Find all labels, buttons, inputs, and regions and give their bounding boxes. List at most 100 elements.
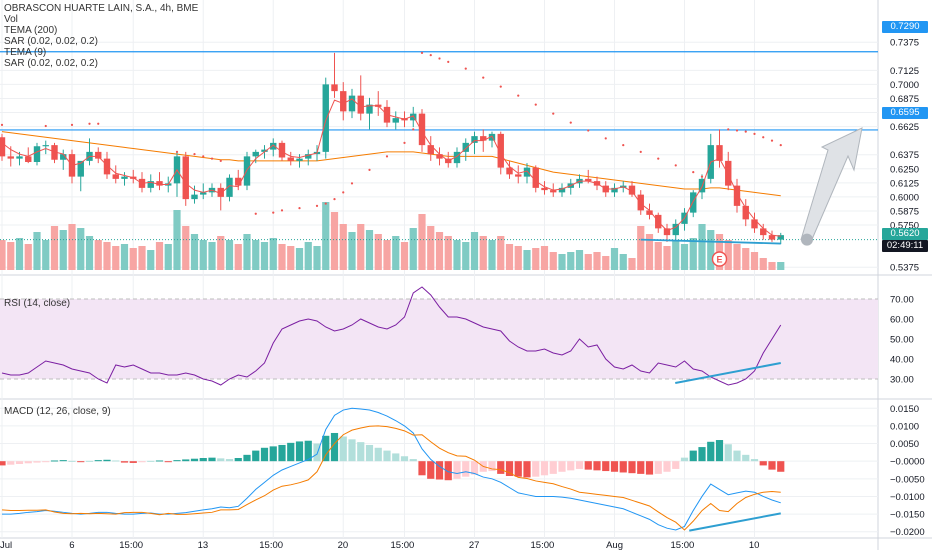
legend-macd[interactable]: MACD (12, 26, close, 9) <box>4 406 111 417</box>
sar-dot <box>692 171 695 174</box>
macd-histogram-bar <box>435 461 444 480</box>
sar-dot <box>412 128 415 131</box>
volume-bar <box>322 202 330 270</box>
rsi-tick-label: 30.00 <box>890 375 914 386</box>
rsi-tick-label: 50.00 <box>890 335 914 346</box>
sar-dot <box>700 175 704 178</box>
sar-dot <box>385 155 389 158</box>
price-tick-label: 0.7375 <box>890 38 919 49</box>
price-tick-label: 0.6625 <box>890 122 919 133</box>
sar-dot <box>298 207 301 210</box>
macd-tick-label: 0.0100 <box>890 421 919 432</box>
sar-dot <box>447 60 450 63</box>
macd-histogram-bar <box>252 450 260 462</box>
candle-body <box>480 136 487 141</box>
time-tick-label: 15:00 <box>119 540 143 550</box>
legend-volume[interactable]: Vol <box>4 14 18 25</box>
legend-sar-2[interactable]: SAR (0.02, 0.02, 0.2) <box>4 58 98 69</box>
sar-dot <box>350 182 354 185</box>
macd-histogram-bar <box>15 461 24 465</box>
macd-histogram-bar <box>453 461 461 479</box>
volume-bar <box>260 242 269 270</box>
sar-dot <box>727 128 730 131</box>
volume-bar <box>497 236 505 270</box>
candle-body <box>340 91 347 112</box>
volume-bar <box>103 242 111 270</box>
volume-bar <box>94 240 102 270</box>
volume-bar <box>418 214 426 270</box>
volume-bar <box>470 232 479 270</box>
sar-dot <box>219 159 222 162</box>
volume-bar <box>733 244 741 270</box>
sar-dot <box>88 122 91 125</box>
volume-bar <box>383 240 391 270</box>
volume-bar <box>365 230 374 270</box>
macd-histogram-bar <box>514 461 522 477</box>
macd-tick-label: −0.0100 <box>890 492 925 503</box>
volume-bar <box>742 248 750 270</box>
price-tick-label: 0.6375 <box>890 150 919 161</box>
sar-dot <box>438 57 441 60</box>
legend-rsi[interactable]: RSI (14, close) <box>4 298 71 309</box>
candle-body <box>348 95 356 112</box>
macd-histogram-bar <box>549 461 557 474</box>
price-tick-label: 0.7000 <box>890 80 919 91</box>
candle-body <box>331 84 338 92</box>
sar-dot <box>762 136 765 139</box>
candle-body <box>103 158 111 175</box>
legend-tema-200[interactable]: TEMA (200) <box>4 25 58 36</box>
macd-histogram-bar <box>584 461 592 470</box>
candle-body <box>270 142 277 150</box>
macd-histogram-bar <box>129 461 137 463</box>
macd-histogram-bar <box>715 440 724 462</box>
candle-body <box>357 95 364 114</box>
candle-body <box>541 187 548 191</box>
rsi-tick-label: 40.00 <box>890 355 914 366</box>
candle-body <box>0 137 6 157</box>
macd-histogram-bar <box>7 461 15 465</box>
macd-histogram-bar <box>672 461 680 469</box>
candle-body <box>147 181 154 188</box>
macd-histogram-bar <box>120 461 129 463</box>
volume-bar <box>50 226 59 270</box>
candle-body <box>550 190 557 193</box>
volume-bar <box>199 240 207 270</box>
sar-dot <box>315 204 319 207</box>
volume-bar <box>575 250 584 270</box>
volume-bar <box>278 244 286 270</box>
candle-body <box>252 151 259 157</box>
price-tick-label: 0.6125 <box>890 178 919 189</box>
macd-histogram-bar <box>304 440 312 462</box>
candle-body <box>690 192 697 213</box>
macd-histogram-bar <box>462 461 470 477</box>
volume-bar <box>339 224 347 270</box>
legend-sar-1[interactable]: SAR (0.02, 0.02, 0.2) <box>4 36 98 47</box>
macd-histogram-bar <box>750 459 759 462</box>
macd-histogram-bar <box>225 459 234 462</box>
candle-body <box>558 187 566 193</box>
candle-body <box>77 160 84 177</box>
volume-bar <box>479 236 487 270</box>
macd-histogram-bar <box>103 459 111 462</box>
sar-dot <box>657 157 660 160</box>
candle-body <box>305 154 312 159</box>
macd-histogram-bar <box>348 439 356 462</box>
legend-tema-9[interactable]: TEMA (9) <box>4 47 47 58</box>
volume-bar <box>427 226 435 270</box>
volume-bar <box>672 240 680 270</box>
time-tick-label: 20 <box>338 540 349 550</box>
rsi-pane-legend: RSI (14, close) <box>4 298 70 309</box>
symbol-title[interactable]: OBRASCON HUARTE LAIN, S.A., 4h, BME <box>4 3 199 14</box>
price-tick-label: 0.5875 <box>890 206 919 217</box>
macd-histogram-bar <box>409 459 417 462</box>
candle-body <box>7 156 14 159</box>
candle-body <box>611 187 618 193</box>
candle-body <box>200 192 207 195</box>
macd-histogram-bar <box>742 454 750 462</box>
candle-body <box>646 210 653 215</box>
sar-dot <box>587 129 590 132</box>
volume-bar <box>68 224 76 270</box>
volume-bar <box>164 244 172 270</box>
